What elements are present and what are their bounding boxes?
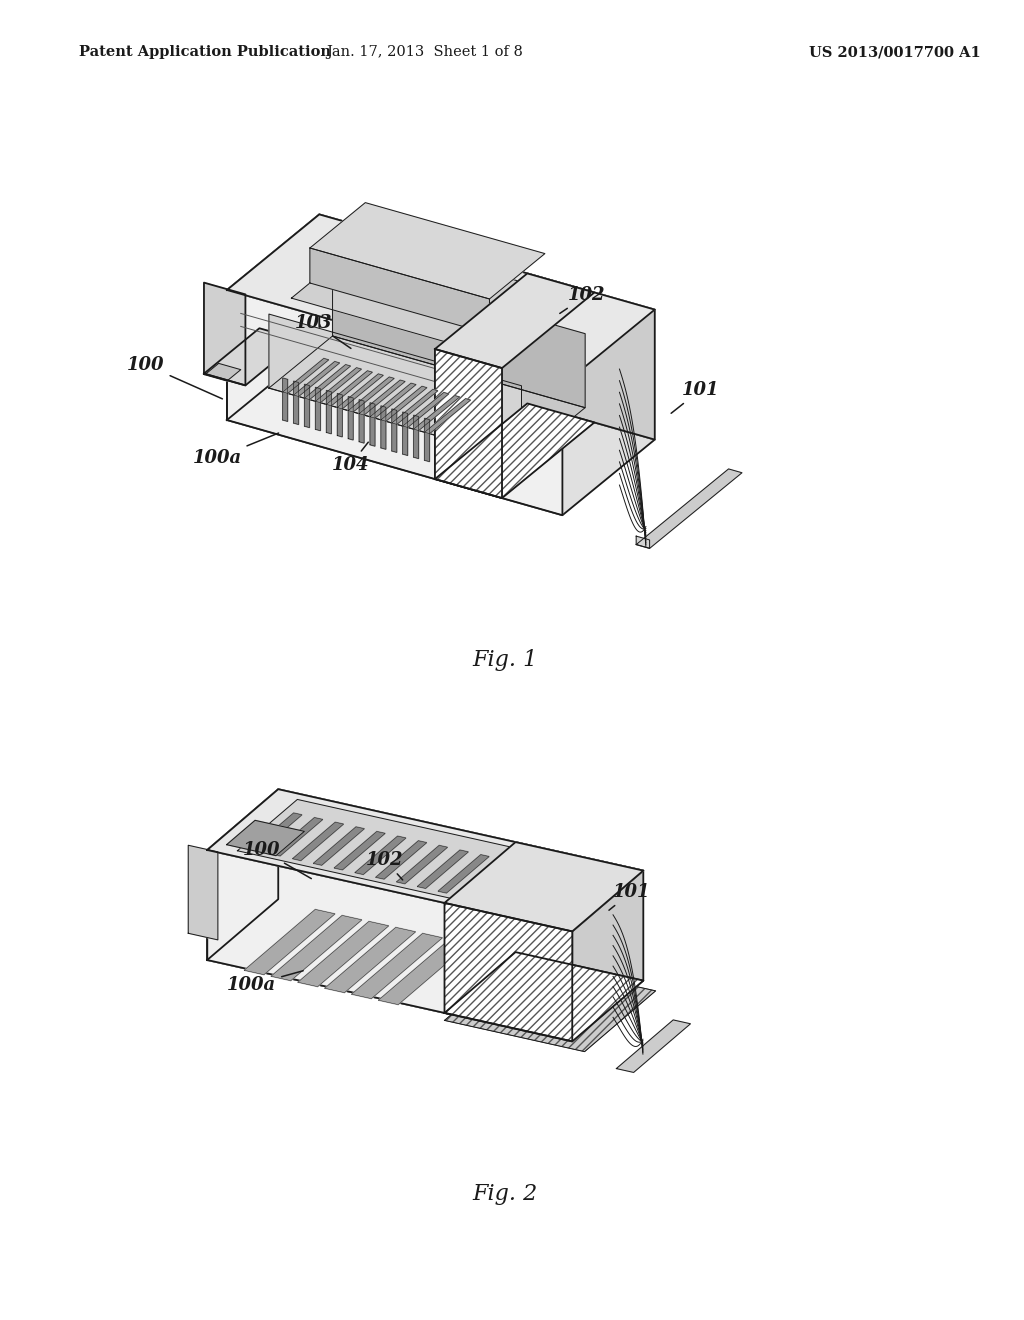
Polygon shape xyxy=(283,378,288,421)
Polygon shape xyxy=(304,384,309,428)
Polygon shape xyxy=(459,859,510,898)
Polygon shape xyxy=(298,921,389,986)
Polygon shape xyxy=(319,214,654,440)
Polygon shape xyxy=(204,329,301,385)
Polygon shape xyxy=(310,248,489,334)
Polygon shape xyxy=(381,387,427,421)
Text: US 2013/0017700 A1: US 2013/0017700 A1 xyxy=(809,45,981,59)
Polygon shape xyxy=(313,826,365,865)
Polygon shape xyxy=(315,368,361,403)
Polygon shape xyxy=(636,536,649,548)
Polygon shape xyxy=(359,380,406,414)
Polygon shape xyxy=(226,820,304,855)
Polygon shape xyxy=(351,933,442,999)
Polygon shape xyxy=(333,261,585,408)
Polygon shape xyxy=(418,850,468,888)
Polygon shape xyxy=(379,940,469,1005)
Polygon shape xyxy=(205,363,241,381)
Polygon shape xyxy=(355,836,406,874)
Polygon shape xyxy=(315,387,321,430)
Polygon shape xyxy=(444,952,643,1041)
Polygon shape xyxy=(636,469,742,548)
Polygon shape xyxy=(370,403,375,446)
Polygon shape xyxy=(438,854,489,894)
Polygon shape xyxy=(238,800,601,919)
Text: Jan. 17, 2013  Sheet 1 of 8: Jan. 17, 2013 Sheet 1 of 8 xyxy=(326,45,522,59)
Polygon shape xyxy=(325,928,416,993)
Polygon shape xyxy=(425,418,429,462)
Polygon shape xyxy=(304,364,350,400)
Polygon shape xyxy=(204,282,246,385)
Polygon shape xyxy=(294,381,299,425)
Text: 100: 100 xyxy=(243,841,311,879)
Polygon shape xyxy=(521,874,572,912)
Text: 102: 102 xyxy=(560,286,606,313)
Polygon shape xyxy=(396,845,447,884)
Text: Patent Application Publication: Patent Application Publication xyxy=(79,45,331,59)
Polygon shape xyxy=(501,869,552,907)
Polygon shape xyxy=(414,396,460,430)
Polygon shape xyxy=(227,214,319,420)
Polygon shape xyxy=(348,396,353,440)
Polygon shape xyxy=(293,822,343,861)
Polygon shape xyxy=(370,383,416,418)
Polygon shape xyxy=(392,409,396,453)
Text: 102: 102 xyxy=(366,851,403,880)
Polygon shape xyxy=(279,789,643,981)
Polygon shape xyxy=(381,405,386,449)
Text: Fig. 1: Fig. 1 xyxy=(472,649,538,671)
Polygon shape xyxy=(227,290,562,515)
Text: 103: 103 xyxy=(295,314,351,348)
Polygon shape xyxy=(414,416,419,458)
Polygon shape xyxy=(337,393,342,437)
Polygon shape xyxy=(425,399,471,434)
Text: 104: 104 xyxy=(332,442,369,474)
Polygon shape xyxy=(271,817,323,855)
Polygon shape xyxy=(334,832,385,870)
Polygon shape xyxy=(207,899,643,1041)
Text: 101: 101 xyxy=(609,883,650,911)
Polygon shape xyxy=(188,845,218,940)
Polygon shape xyxy=(435,348,502,498)
Text: 100a: 100a xyxy=(227,970,303,994)
Polygon shape xyxy=(359,400,365,444)
Polygon shape xyxy=(227,214,654,385)
Polygon shape xyxy=(294,362,340,396)
Polygon shape xyxy=(207,850,572,1041)
Text: 100: 100 xyxy=(127,356,222,399)
Polygon shape xyxy=(435,404,594,498)
Polygon shape xyxy=(207,789,643,932)
Polygon shape xyxy=(479,865,530,903)
Polygon shape xyxy=(337,374,383,409)
Polygon shape xyxy=(269,314,521,459)
Polygon shape xyxy=(444,960,655,1052)
Polygon shape xyxy=(244,909,335,974)
Polygon shape xyxy=(435,273,594,368)
Polygon shape xyxy=(444,842,643,932)
Polygon shape xyxy=(283,359,329,393)
Text: Fig. 2: Fig. 2 xyxy=(472,1183,538,1205)
Polygon shape xyxy=(392,389,438,424)
Polygon shape xyxy=(327,391,332,434)
Polygon shape xyxy=(310,203,545,298)
Polygon shape xyxy=(402,412,408,455)
Polygon shape xyxy=(271,916,361,981)
Text: 100a: 100a xyxy=(193,433,279,467)
Polygon shape xyxy=(227,345,654,515)
Polygon shape xyxy=(444,903,572,1041)
Polygon shape xyxy=(348,378,394,412)
Polygon shape xyxy=(327,371,373,405)
Polygon shape xyxy=(616,1020,690,1072)
Polygon shape xyxy=(292,238,562,354)
Polygon shape xyxy=(376,841,427,879)
Polygon shape xyxy=(269,337,585,459)
Polygon shape xyxy=(207,789,279,960)
Text: 101: 101 xyxy=(671,381,719,413)
Polygon shape xyxy=(251,813,302,851)
Polygon shape xyxy=(402,392,449,428)
